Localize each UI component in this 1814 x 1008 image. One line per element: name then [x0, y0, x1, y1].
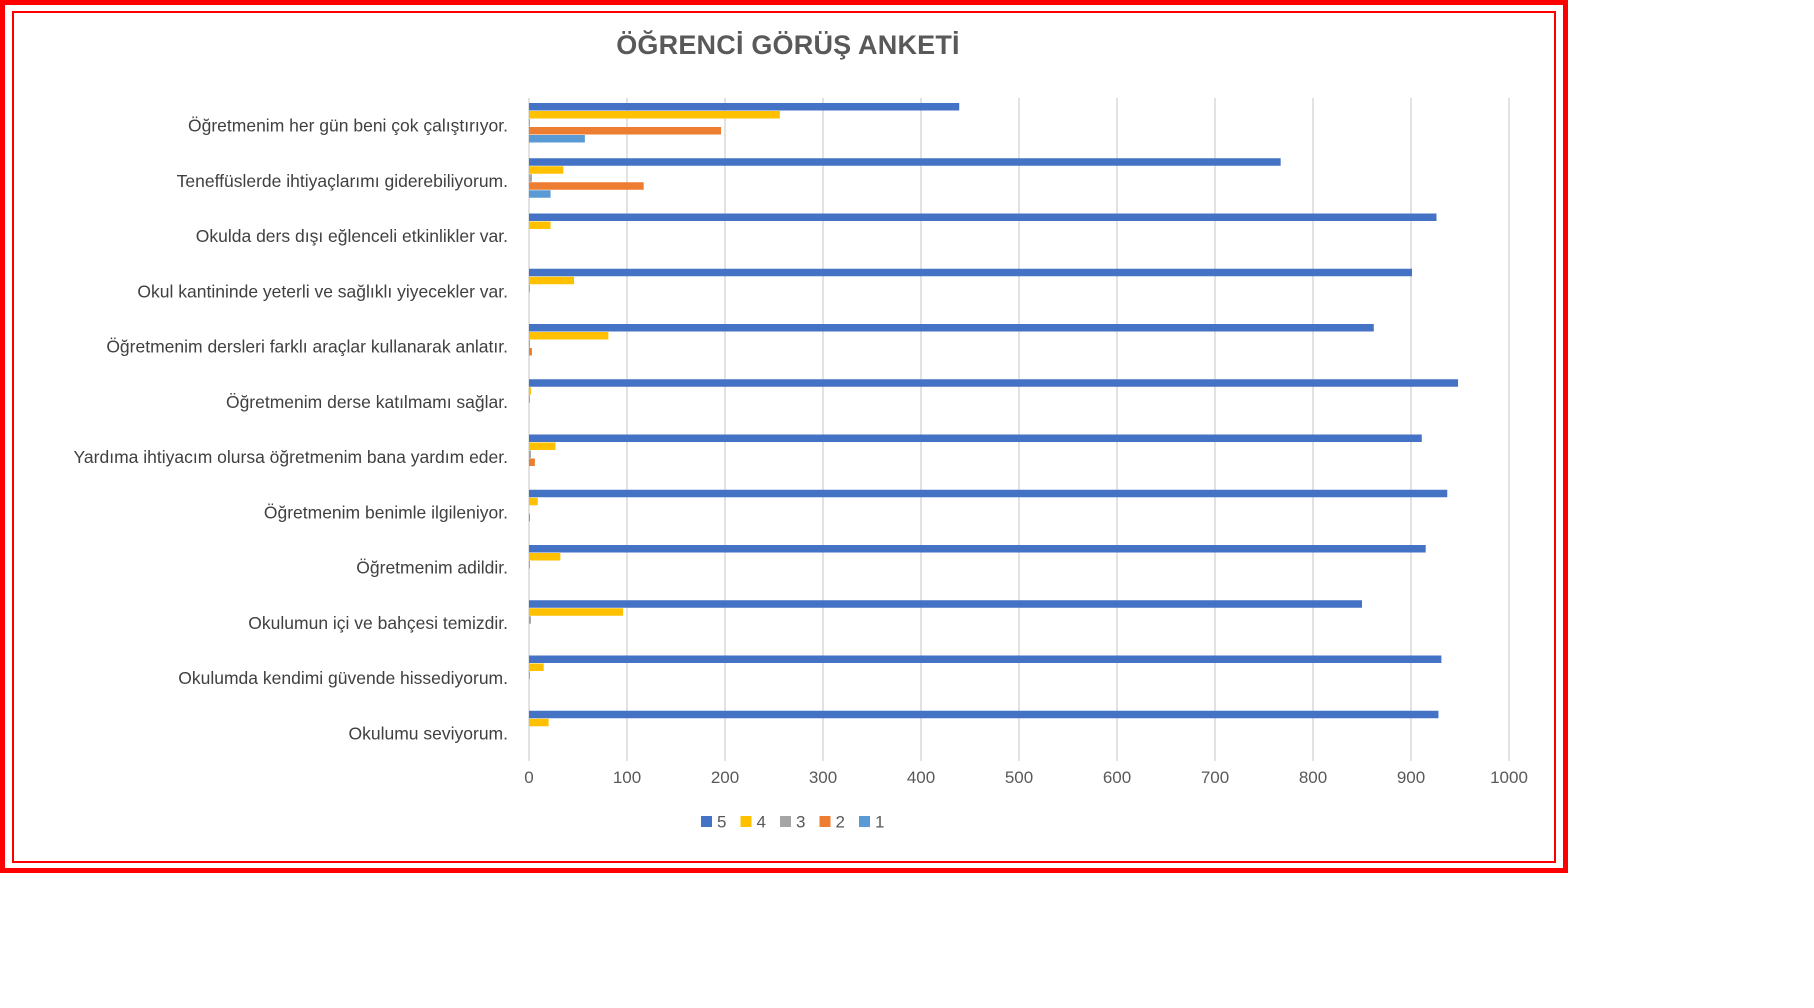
bar-series-4	[529, 387, 531, 395]
bar-series-1	[529, 135, 585, 143]
legend-label: 4	[757, 813, 766, 832]
category-label: Öğretmenim her gün beni çok çalıştırıyor…	[188, 116, 508, 136]
bar-series-1	[529, 190, 551, 198]
bar-series-5	[529, 324, 1374, 332]
bar-series-5	[529, 379, 1459, 387]
x-tick-label: 0	[524, 768, 533, 787]
x-tick-label: 600	[1103, 768, 1131, 787]
category-label: Okulumun içi ve bahçesi temizdir.	[248, 613, 508, 633]
bar-series-5	[529, 268, 1412, 277]
category-label: Okulumu seviyorum.	[349, 723, 509, 743]
legend-swatch	[740, 816, 752, 827]
bar-series-5	[529, 434, 1422, 442]
bar-series-3	[529, 340, 530, 348]
bar-series-5	[529, 710, 1439, 719]
legend-label: 3	[796, 813, 805, 832]
bar-series-5	[529, 213, 1437, 221]
bar-series-4	[529, 663, 544, 671]
bar-series-2	[529, 182, 644, 190]
bar-series-4	[529, 166, 564, 174]
outer-frame	[0, 0, 1568, 873]
x-tick-label: 400	[907, 768, 935, 787]
bar-series-5	[529, 600, 1362, 608]
category-label: Yardıma ihtiyacım olursa öğretmenim bana…	[74, 447, 508, 467]
bar-series-2	[529, 348, 532, 356]
bars	[529, 103, 1459, 727]
category-label: Öğretmenim benimle ilgileniyor.	[264, 502, 508, 522]
bar-series-4	[529, 608, 624, 616]
bar-series-4	[529, 553, 561, 561]
x-tick-label: 800	[1299, 768, 1327, 787]
x-tick-label: 500	[1005, 768, 1033, 787]
bar-series-3	[529, 284, 530, 293]
bar-series-2	[529, 458, 535, 466]
category-label: Öğretmenim dersleri farklı araçlar kulla…	[106, 337, 508, 357]
category-label: Öğretmenim derse katılmamı sağlar.	[226, 392, 508, 412]
bar-series-4	[529, 221, 551, 229]
legend-swatch	[859, 816, 870, 827]
category-label: Teneffüslerde ihtiyaçlarımı giderebiliyo…	[177, 171, 508, 191]
bar-series-3	[529, 450, 531, 458]
bar-series-4	[529, 332, 609, 340]
inner-frame	[12, 11, 1556, 863]
bar-series-3	[529, 616, 531, 624]
bar-series-5	[529, 103, 960, 111]
bar-series-2	[529, 513, 530, 522]
bar-series-2	[529, 127, 722, 135]
bar-series-4	[529, 111, 780, 119]
x-axis-tick-labels: 0 100 200 300 400 500 600 700 800 900 1000	[524, 768, 1528, 787]
legend-swatch	[701, 816, 712, 827]
legend-label: 2	[836, 813, 845, 832]
x-tick-label: 100	[613, 768, 641, 787]
category-labels: Öğretmenim her gün beni çok çalıştırıyor…	[74, 116, 508, 744]
bar-series-4	[529, 276, 575, 285]
bar-series-4	[529, 718, 549, 727]
category-label: Okulumda kendimi güvende hissediyorum.	[178, 668, 508, 688]
x-tick-label: 700	[1201, 768, 1229, 787]
category-label: Okulda ders dışı eğlenceli etkinlikler v…	[196, 226, 508, 246]
x-tick-label: 1000	[1490, 768, 1528, 787]
bar-series-3	[529, 395, 530, 403]
legend-label: 1	[875, 813, 884, 832]
category-label: Öğretmenim adildir.	[356, 558, 508, 578]
bar-series-5	[529, 655, 1442, 663]
bar-series-5	[529, 545, 1426, 553]
bar-series-3	[529, 671, 530, 679]
legend-swatch	[819, 816, 831, 827]
bar-series-4	[529, 442, 556, 450]
x-tick-label: 900	[1397, 768, 1425, 787]
bar-series-3	[529, 561, 530, 569]
chart-title: ÖĞRENCİ GÖRÜŞ ANKETİ	[616, 30, 960, 60]
gridlines	[528, 98, 1510, 761]
legend: 5 4 3 2 1	[701, 813, 884, 832]
bar-series-4	[529, 497, 538, 506]
bar-chart: Öğretmenim her gün beni çok çalıştırıyor…	[74, 98, 1528, 832]
category-label: Okul kantininde yeterli ve sağlıklı yiye…	[137, 281, 508, 301]
bar-series-3	[529, 174, 532, 182]
bar-series-5	[529, 158, 1281, 166]
legend-swatch	[780, 816, 791, 827]
x-tick-label: 300	[809, 768, 837, 787]
x-tick-label: 200	[711, 768, 739, 787]
bar-series-3	[529, 119, 530, 127]
bar-series-5	[529, 489, 1448, 498]
legend-label: 5	[717, 813, 726, 832]
